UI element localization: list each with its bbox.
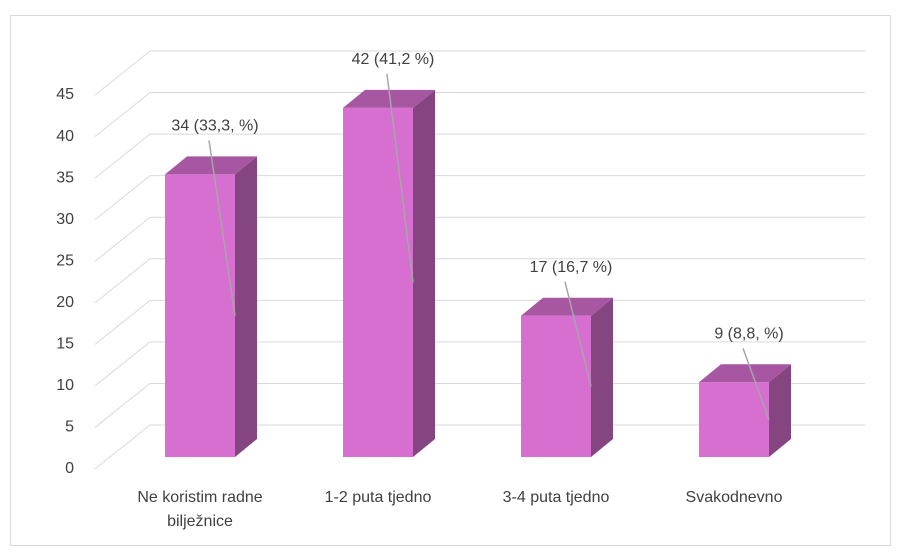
grid-line	[94, 216, 865, 262]
grid-line	[94, 133, 865, 179]
bar-top	[343, 89, 435, 108]
data-label: 17 (16,7 %)	[530, 259, 613, 276]
y-tick-label: 20	[56, 294, 74, 311]
y-tick-label: 15	[56, 336, 74, 353]
bar	[521, 315, 591, 457]
bar-side	[591, 297, 613, 457]
leader-line	[564, 281, 592, 387]
bar-side	[235, 156, 257, 457]
bar	[521, 297, 613, 457]
x-tick-label: Svakodnevno	[685, 489, 783, 506]
grid-line	[94, 175, 865, 221]
grid-line	[94, 299, 865, 345]
y-tick-label: 45	[56, 86, 74, 103]
data-label: 42 (41,2 %)	[352, 51, 435, 68]
y-tick-label: 0	[65, 460, 74, 477]
grid-line	[94, 382, 865, 428]
leader-line	[208, 140, 236, 316]
bar	[699, 364, 791, 457]
bar-top	[165, 156, 257, 175]
grid-line	[94, 50, 865, 96]
bar	[165, 156, 257, 457]
bar-side	[769, 364, 791, 457]
grid-line	[94, 92, 865, 137]
leader-line	[386, 73, 414, 283]
y-tick-label: 10	[56, 377, 74, 394]
chart-border	[10, 15, 891, 546]
bar-top	[521, 297, 613, 316]
bar	[343, 89, 435, 457]
bar	[699, 382, 769, 457]
bar	[165, 174, 235, 457]
data-label: 9 (8,8, %)	[714, 325, 783, 342]
grid-line	[94, 424, 865, 470]
x-tick-label: Ne koristim radne bilježnice	[137, 489, 263, 530]
grid-line	[94, 258, 865, 304]
x-tick-label: 1-2 puta tjedno	[324, 489, 432, 506]
leader-line	[742, 347, 770, 420]
bar-top	[699, 364, 791, 383]
y-tick-label: 25	[56, 252, 74, 269]
y-tick-label: 5	[65, 419, 74, 436]
x-tick-label: 3-4 puta tjedno	[502, 489, 610, 506]
y-tick-label: 40	[56, 128, 74, 145]
y-tick-label: 35	[56, 169, 74, 186]
data-label: 34 (33,3, %)	[171, 118, 258, 135]
bar-side	[413, 89, 435, 457]
grid-line	[94, 341, 865, 387]
y-tick-label: 30	[56, 211, 74, 228]
bar	[343, 107, 413, 457]
